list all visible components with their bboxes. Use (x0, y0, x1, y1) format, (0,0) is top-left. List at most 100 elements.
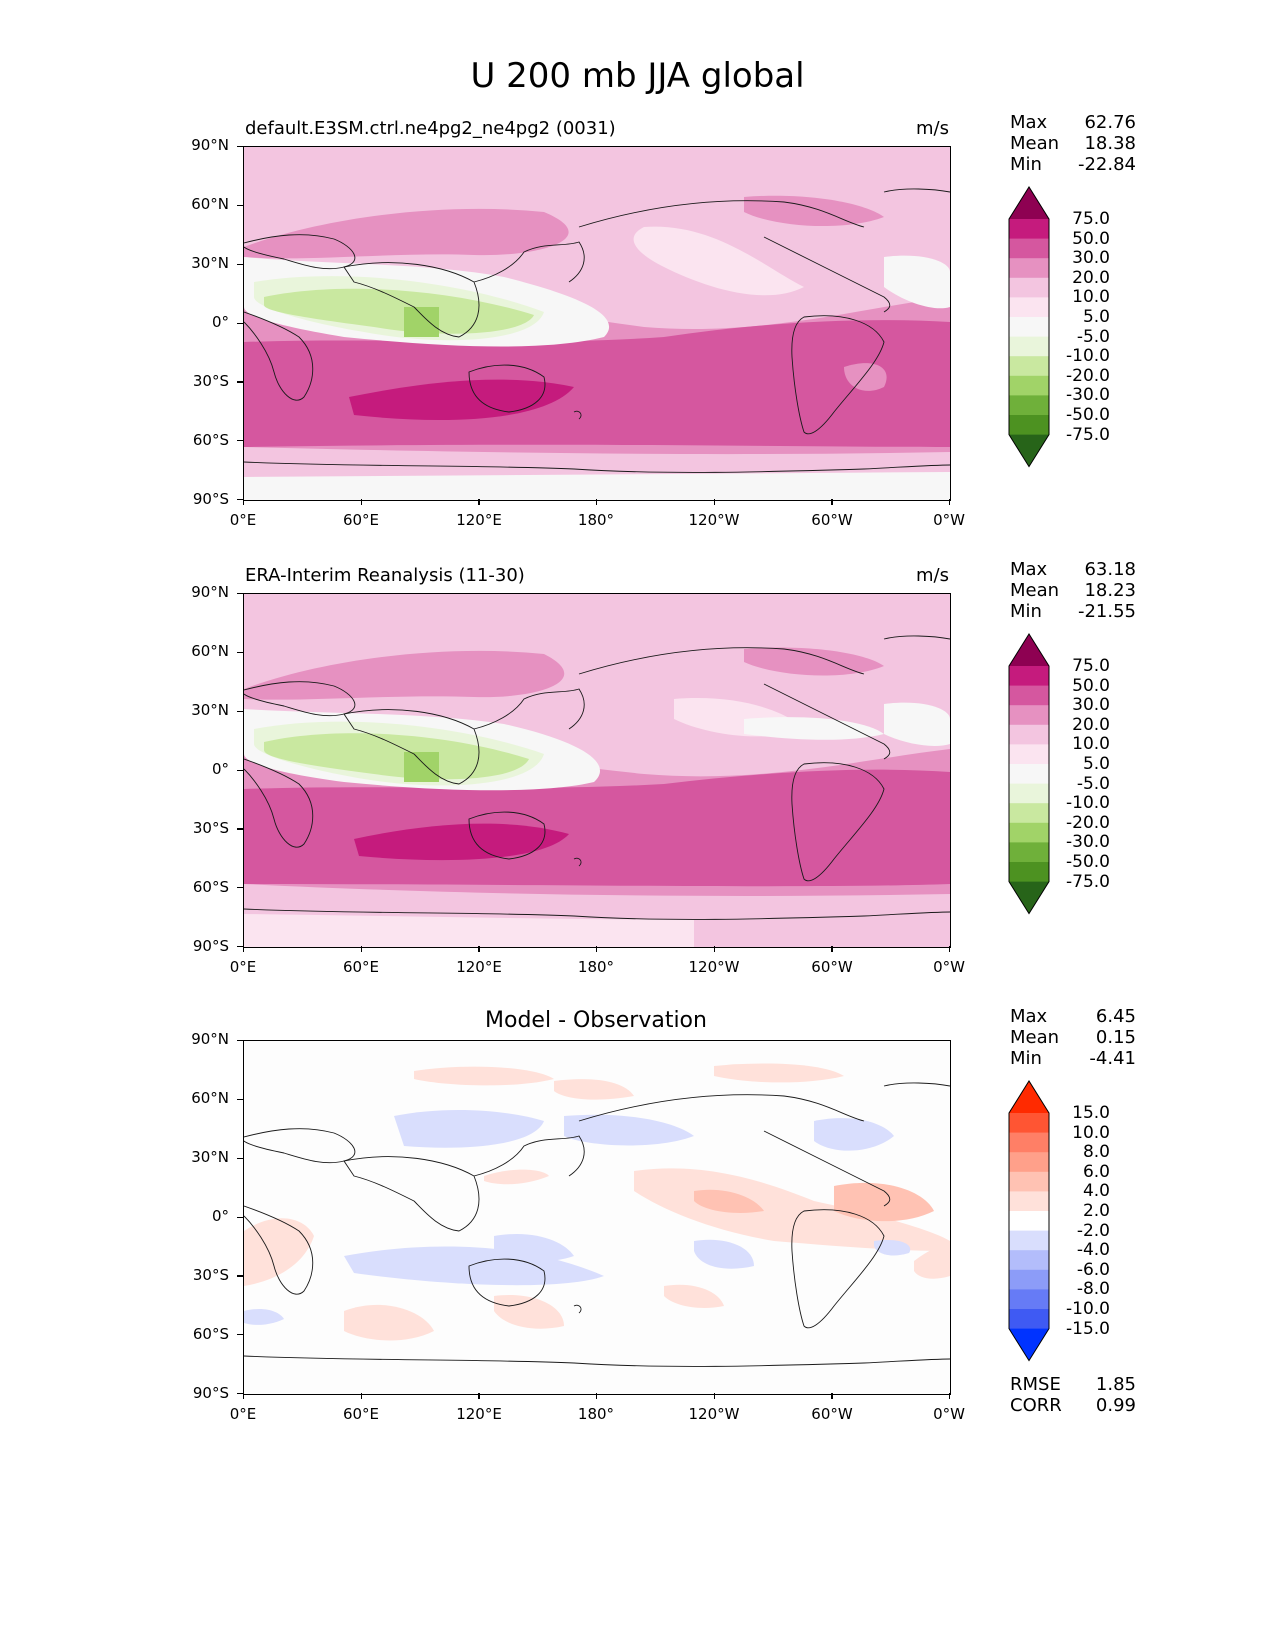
x-tick-label: 180° (577, 1405, 615, 1423)
y-tick-mark (237, 710, 243, 712)
colorbar-tick-label: 15.0 (1072, 1103, 1110, 1123)
colorbar-tick-label: -4.0 (1076, 1240, 1110, 1261)
colorbar-segment (1009, 395, 1049, 416)
colorbar-tick-label: 4.0 (1082, 1181, 1110, 1202)
panel-2-x-axis: 0°E 60°E 120°E 180° 120°W 60°W 0°W (230, 950, 965, 976)
mean-value: 0.15 (1095, 1027, 1136, 1048)
panel-3-map (243, 1040, 951, 1395)
y-tick-mark (237, 651, 243, 654)
corr-value: 0.99 (1095, 1395, 1136, 1416)
colorbar-tick-label: -50.0 (1066, 405, 1110, 425)
colorbar-tick-label: 30.0 (1072, 695, 1110, 716)
x-tick-mark (831, 1393, 833, 1399)
colorbar-tick-label: 5.0 (1082, 754, 1110, 774)
panel-3-x-axis: 0°E 60°E 120°E 180° 120°W 60°W 0°W (230, 1397, 965, 1423)
colorbar-segment (1009, 1132, 1049, 1153)
colorbar-segment (1009, 238, 1049, 259)
colorbar-segment (1009, 277, 1049, 298)
panel-3-colorbar: 15.0 10.0 8.0 6.0 4.0 2.0 -2.0 -4.0 -6.0 -8.0 -10.… (1008, 1080, 1110, 1362)
colorbar-tick-label: -8.0 (1076, 1279, 1110, 1300)
x-tick-label: 120°E (456, 958, 502, 976)
x-tick-label: 0°W (933, 511, 965, 529)
x-tick-mark (360, 1393, 362, 1399)
y-tick-mark (237, 593, 243, 595)
colorbar-tick-label: -50.0 (1066, 852, 1110, 872)
y-tick-mark (237, 946, 243, 948)
mean-value: 18.38 (1084, 133, 1136, 154)
panel-1-map (243, 146, 951, 501)
y-tick-label: 90°S (192, 1384, 229, 1402)
colorbar-segment (1009, 219, 1049, 240)
panel-3-metrics: RMSE 1.85 CORR 0.99 (1010, 1374, 1136, 1416)
x-tick-label: 0°W (933, 1405, 965, 1423)
panel-1-x-axis: 0°E 60°E 120°E 180° 120°W 60°W 0°W (230, 503, 965, 529)
panel-3-y-axis: 90°N 60°N 30°N 0° 30°S 60°S 90°S (181, 1030, 243, 1402)
x-tick-mark (713, 499, 715, 505)
x-tick-label: 0°E (229, 1405, 257, 1423)
colorbar-tick-label: -5.0 (1076, 326, 1110, 347)
x-tick-label: 60°W (811, 1405, 853, 1423)
mean-value: 18.23 (1084, 580, 1136, 601)
colorbar-segment (1009, 1250, 1049, 1271)
x-tick-label: 60°E (342, 958, 380, 976)
rmse-label: RMSE (1010, 1374, 1061, 1395)
y-tick-mark (237, 263, 243, 265)
x-tick-label: 180° (577, 511, 615, 529)
colorbar-extend-min (1009, 881, 1049, 914)
colorbar-tick-label: 75.0 (1072, 656, 1110, 676)
x-tick-label: 0°E (229, 958, 257, 976)
colorbar-tick-label: 75.0 (1072, 209, 1110, 229)
y-tick-label: 60°N (191, 642, 229, 660)
panel-2-colorbar: 75.0 50.0 30.0 20.0 10.0 5.0 -5.0 -10.0 -20.0 -30… (1008, 633, 1110, 915)
x-tick-label: 120°W (688, 1405, 740, 1423)
mean-label: Mean (1010, 1027, 1060, 1048)
x-tick-mark (596, 1393, 598, 1399)
max-label: Max (1010, 559, 1048, 580)
colorbar-segment (1009, 336, 1049, 357)
colorbar-tick-label: 30.0 (1072, 248, 1110, 269)
y-tick-mark (237, 204, 243, 207)
x-tick-mark (831, 946, 833, 952)
y-tick-mark (237, 322, 243, 324)
x-tick-mark (713, 1393, 715, 1399)
mean-label: Mean (1010, 133, 1060, 154)
panel-1-stats: Max 62.76 Mean 18.38 Min -22.84 (1010, 112, 1136, 175)
colorbar-tick-label: 50.0 (1072, 228, 1110, 249)
colorbar-extend-max (1009, 634, 1049, 666)
colorbar-segment (1009, 705, 1049, 726)
x-tick-label: 120°E (456, 1405, 502, 1423)
min-label: Min (1010, 601, 1042, 622)
panel-2-y-axis: 90°N 60°N 30°N 0° 30°S 60°S 90°S (181, 583, 243, 955)
colorbar-tick-label: -10.0 (1066, 793, 1110, 814)
x-tick-label: 180° (577, 958, 615, 976)
colorbar-segment (1009, 1152, 1049, 1173)
colorbar-tick-label: 10.0 (1072, 734, 1110, 755)
min-value: -22.84 (1077, 154, 1136, 175)
colorbar-tick-label: 8.0 (1082, 1142, 1110, 1163)
panel-2-map (243, 593, 951, 948)
x-tick-label: 120°W (688, 511, 740, 529)
panel-1-units: m/s (916, 118, 949, 139)
colorbar-segment (1009, 744, 1049, 765)
x-tick-mark (243, 499, 245, 505)
y-tick-mark (237, 1040, 243, 1042)
colorbar-segment (1009, 724, 1049, 745)
y-tick-label: 60°N (191, 1089, 229, 1107)
colorbar-segment (1009, 666, 1049, 687)
y-tick-mark (237, 1157, 243, 1159)
y-tick-label: 30°S (192, 819, 229, 837)
panel-3-stats: Max 6.45 Mean 0.15 Min -4.41 (1010, 1006, 1136, 1069)
colorbar-tick-label: -75.0 (1066, 871, 1110, 892)
max-label: Max (1010, 1006, 1048, 1027)
x-tick-label: 60°W (811, 958, 853, 976)
rmse-value: 1.85 (1095, 1374, 1136, 1395)
colorbar-tick-label: 50.0 (1072, 675, 1110, 696)
y-tick-mark (237, 381, 243, 383)
colorbar-extend-min (1009, 434, 1049, 467)
corr-label: CORR (1010, 1395, 1062, 1416)
x-tick-label: 60°W (811, 511, 853, 529)
colorbar-outline (1008, 633, 1050, 915)
colorbar-segment (1009, 356, 1049, 377)
y-tick-label: 30°N (191, 701, 229, 719)
x-tick-mark (596, 946, 598, 952)
